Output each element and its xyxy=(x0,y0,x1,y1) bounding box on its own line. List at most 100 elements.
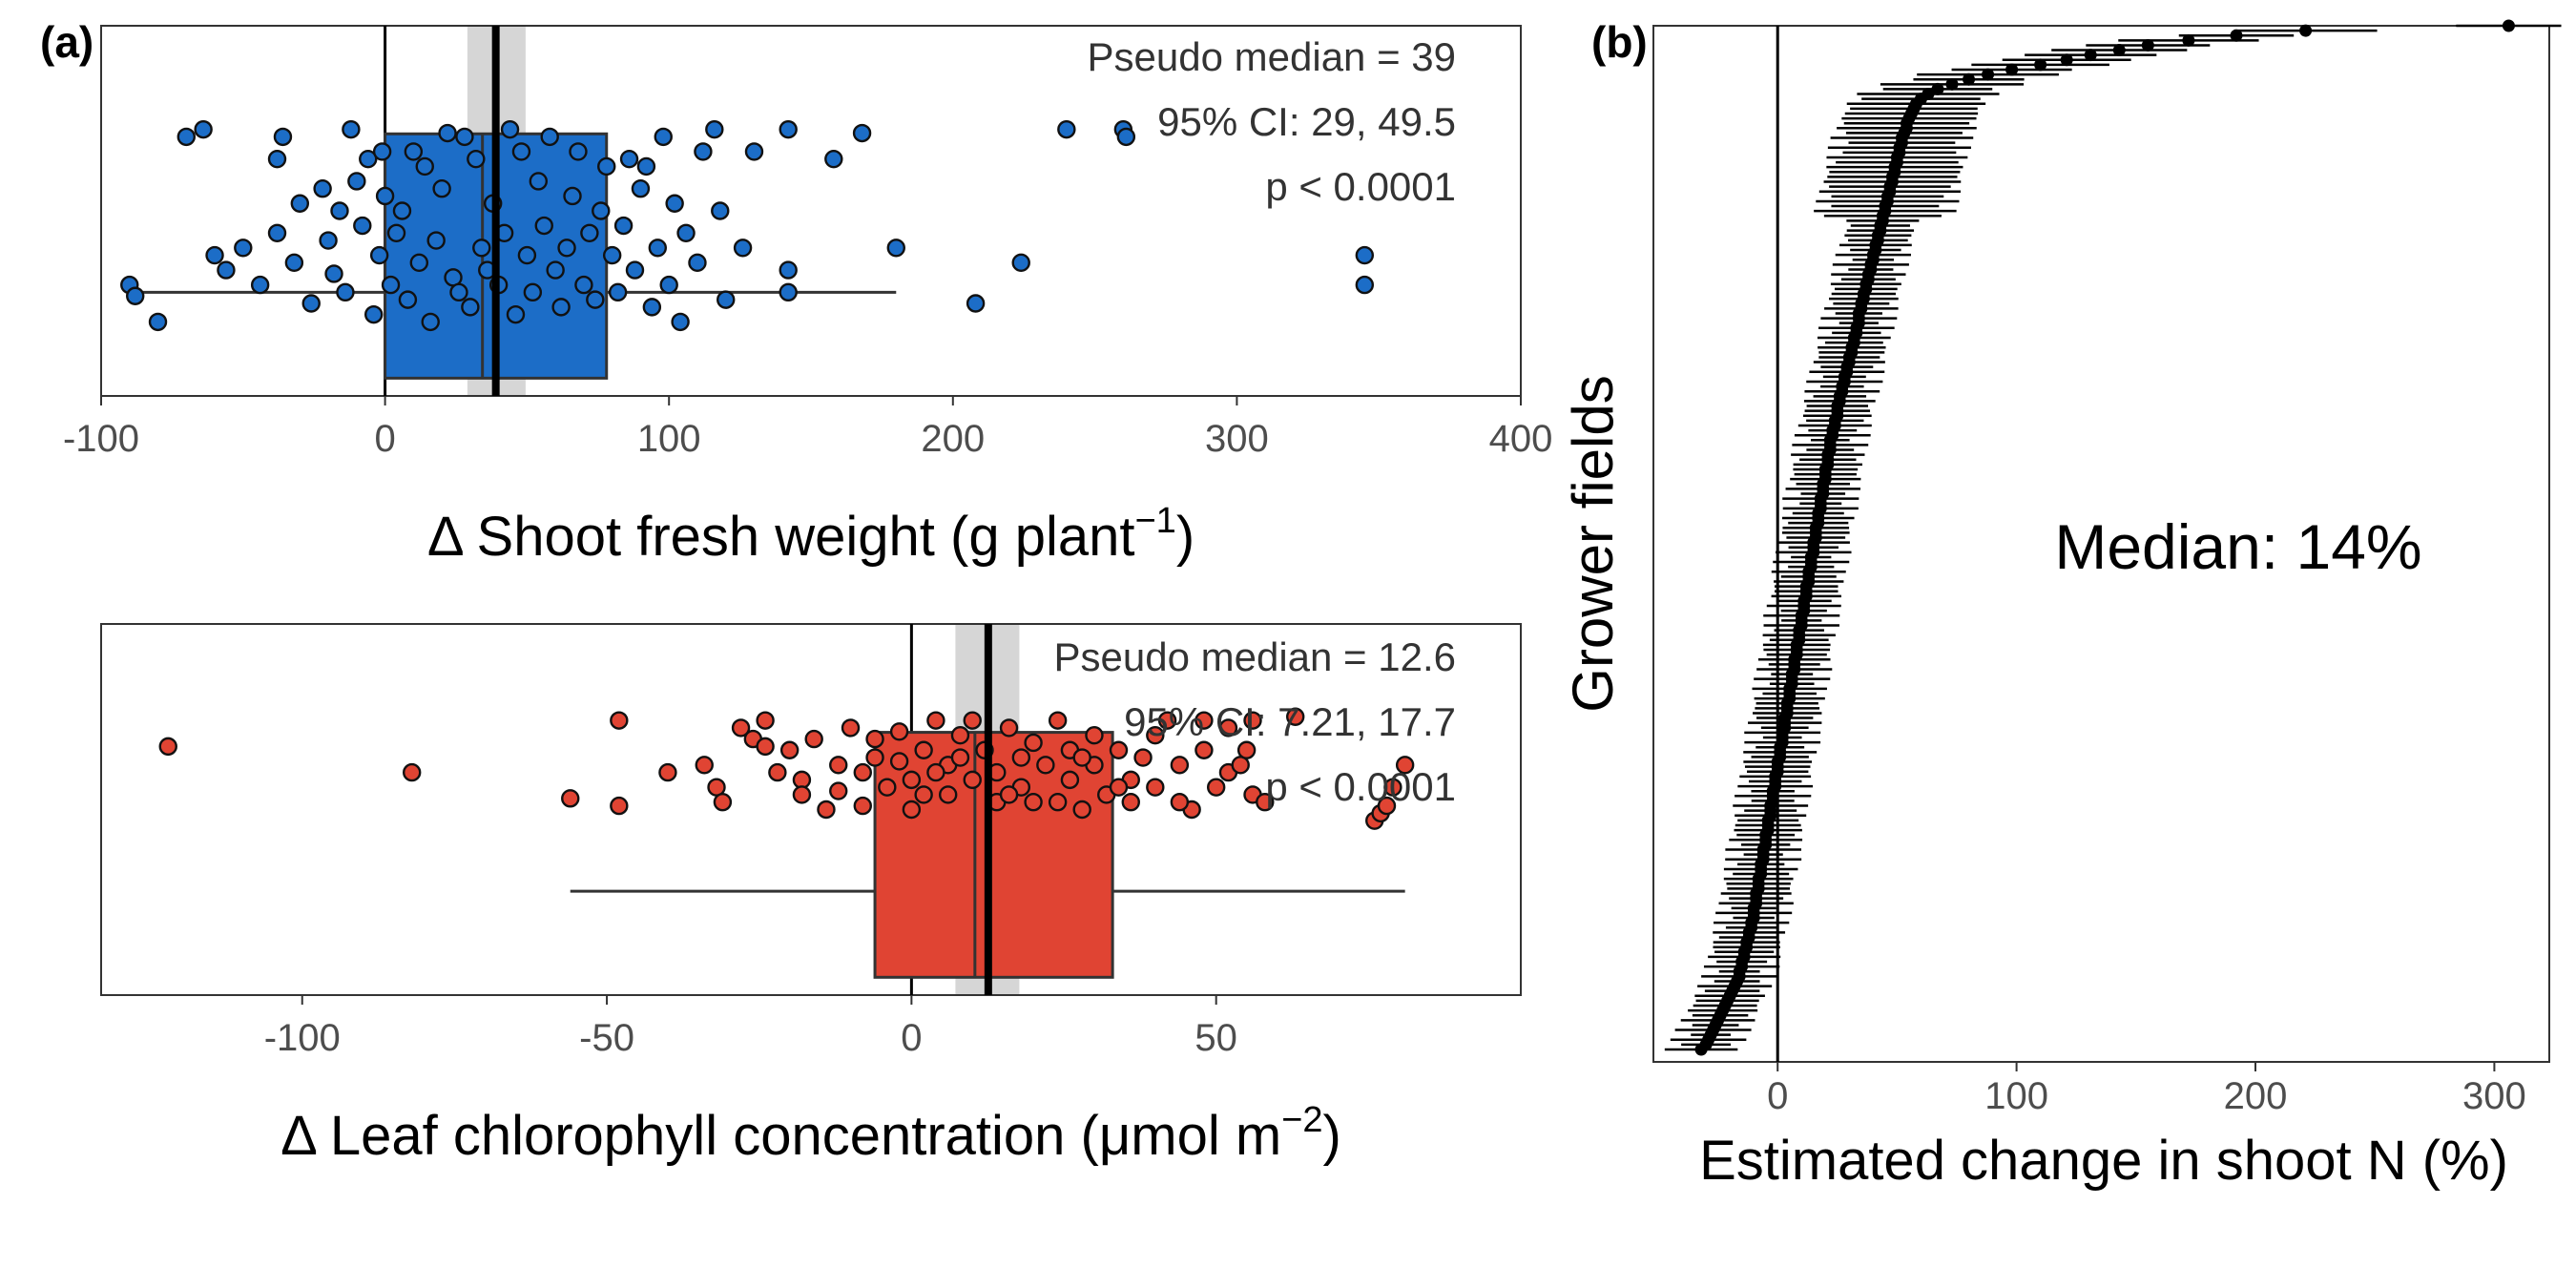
x-tick-label: 200 xyxy=(2224,1075,2288,1117)
data-point xyxy=(392,201,412,220)
data-point xyxy=(234,239,253,258)
estimate-point xyxy=(2299,24,2313,37)
x-axis-title-main: Δ Leaf chlorophyll concentration (μmol m xyxy=(280,1105,1281,1167)
data-point xyxy=(506,304,526,324)
annotation-pseudo-median: Pseudo median = 39 xyxy=(1088,34,1456,79)
data-point xyxy=(608,282,628,302)
data-point xyxy=(829,781,848,800)
data-point xyxy=(1036,756,1055,775)
data-point xyxy=(1243,711,1262,730)
data-point xyxy=(319,231,338,250)
data-point xyxy=(926,762,945,782)
data-point xyxy=(273,127,293,147)
data-point xyxy=(1109,740,1129,759)
estimate-point xyxy=(2005,63,2019,76)
data-point xyxy=(695,756,714,775)
estimate-point xyxy=(2502,19,2515,32)
data-point xyxy=(711,201,730,220)
annotation-pseudo-median: Pseudo median = 12.6 xyxy=(1054,634,1456,679)
data-point xyxy=(580,223,599,242)
x-axis-title-main: Δ Shoot fresh weight (g plant xyxy=(427,506,1135,568)
x-tick-label: 300 xyxy=(2462,1075,2526,1117)
panel-a-label: (a) xyxy=(40,17,93,67)
data-point xyxy=(364,304,384,324)
data-point xyxy=(1286,707,1305,726)
data-point xyxy=(1377,796,1397,816)
data-point xyxy=(889,752,909,771)
data-point xyxy=(523,282,543,302)
data-point xyxy=(1146,726,1165,745)
data-point xyxy=(1048,793,1068,812)
data-point xyxy=(597,156,616,177)
data-point xyxy=(1206,778,1226,797)
data-point xyxy=(402,762,422,782)
data-point xyxy=(1170,793,1190,812)
data-point xyxy=(1383,778,1402,797)
data-point xyxy=(902,800,922,820)
data-point xyxy=(610,796,629,816)
data-point xyxy=(372,142,392,161)
data-point xyxy=(619,149,639,169)
data-point xyxy=(546,260,565,280)
data-point xyxy=(1011,253,1030,273)
x-axis: 0 100 200 300 xyxy=(1767,1062,2526,1117)
data-point xyxy=(1195,740,1214,759)
data-point xyxy=(574,275,593,295)
data-point xyxy=(461,298,480,317)
estimate-point xyxy=(2060,53,2073,67)
shoot-weight-chart: -100 0 100 200 300 400 Pseudo median = 39 95%… xyxy=(63,25,1552,568)
data-point xyxy=(540,127,559,147)
data-point xyxy=(768,762,787,782)
data-point xyxy=(415,156,434,177)
x-tick-label: 0 xyxy=(374,418,395,460)
data-point xyxy=(613,216,634,236)
data-point xyxy=(966,294,986,313)
data-point xyxy=(886,239,905,258)
data-point xyxy=(779,260,798,280)
data-point xyxy=(342,119,361,139)
data-point xyxy=(126,286,145,305)
data-point xyxy=(551,298,571,317)
data-point xyxy=(324,264,343,283)
estimate-point xyxy=(2034,58,2047,72)
data-point xyxy=(586,290,605,309)
data-point xyxy=(963,711,982,730)
data-point xyxy=(658,762,677,782)
data-point xyxy=(517,245,537,265)
data-point xyxy=(1157,711,1177,730)
data-point xyxy=(409,253,429,273)
data-point xyxy=(731,718,751,737)
data-point xyxy=(779,740,800,759)
data-point xyxy=(1085,726,1104,745)
data-point xyxy=(449,282,468,302)
data-point xyxy=(267,149,287,169)
data-point xyxy=(804,729,823,749)
data-point xyxy=(889,722,909,741)
data-point xyxy=(631,179,651,198)
data-point xyxy=(467,149,486,169)
data-point xyxy=(386,223,406,242)
x-tick-label: -100 xyxy=(63,418,139,460)
data-point xyxy=(705,119,724,139)
data-point xyxy=(1195,711,1214,730)
plot-frame xyxy=(100,25,1522,397)
data-point xyxy=(267,223,287,242)
data-point xyxy=(421,312,440,332)
data-point xyxy=(659,275,678,295)
data-point xyxy=(648,239,667,258)
chlorophyll-chart: -100 -50 0 50 Pseudo median = 12.6 95% CI: … xyxy=(100,623,1522,1167)
data-point xyxy=(963,770,982,790)
data-point xyxy=(1048,711,1068,730)
data-point xyxy=(1395,756,1415,775)
data-point xyxy=(529,172,549,191)
x-axis-title-sup: −1 xyxy=(1134,501,1175,541)
data-points xyxy=(158,624,1415,995)
x-tick-label: 200 xyxy=(921,418,985,460)
data-point xyxy=(999,785,1019,804)
estimate-point xyxy=(2084,49,2097,62)
data-point xyxy=(1170,756,1190,775)
data-point xyxy=(756,737,775,757)
data-point xyxy=(779,282,798,302)
data-point xyxy=(717,290,736,309)
data-point xyxy=(148,312,168,332)
